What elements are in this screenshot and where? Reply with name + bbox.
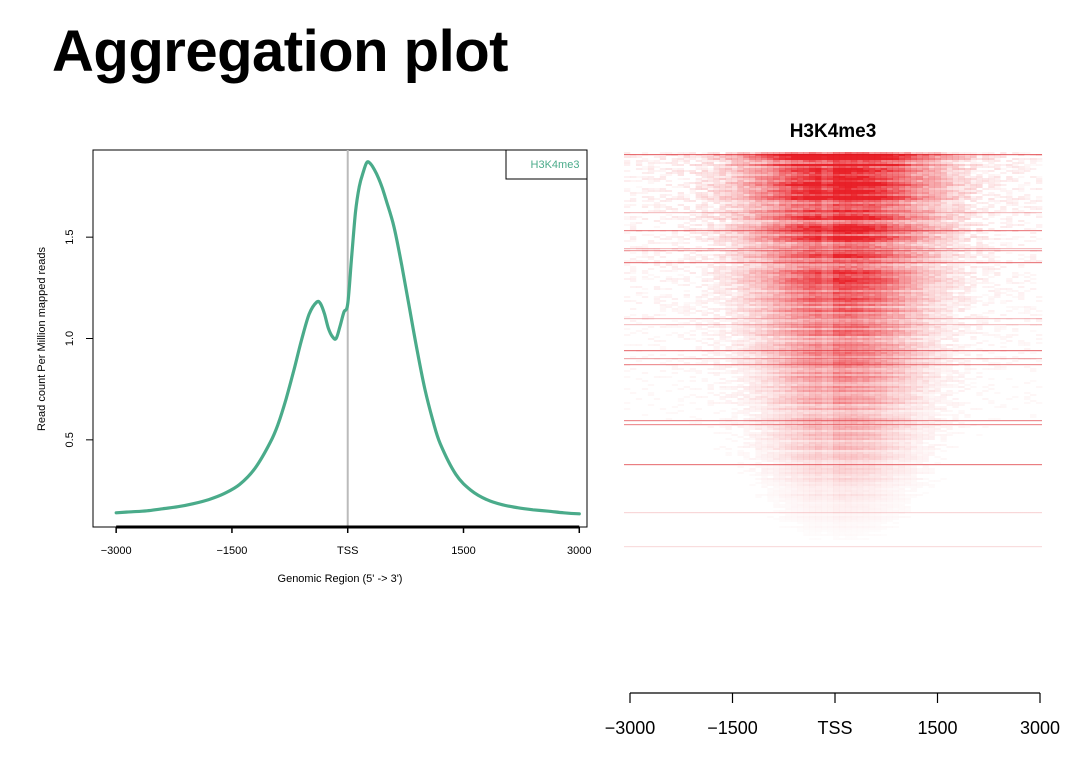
aggregation-line-chart: H3K4me3 −3000 −1500 TSS 1500 3000 0.51.01.5 … <box>36 149 592 585</box>
x-tick-label: 1500 <box>451 545 475 557</box>
legend: H3K4me3 <box>505 149 588 180</box>
x-axis: −3000 −1500 TSS 1500 3000 <box>101 525 592 557</box>
y-tick-label: 1.5 <box>64 230 76 245</box>
x-tick-label: −3000 <box>101 545 132 557</box>
y-tick-label: 1.0 <box>64 331 76 346</box>
legend-label: H3K4me3 <box>531 159 580 171</box>
plot-frame <box>92 149 588 528</box>
heatmap-chart: H3K4me3 −3000 −1500 TSS 1500 3000 <box>605 121 1060 738</box>
series-line-h3k4me3 <box>114 160 581 516</box>
y-axis: 0.5 1.0 1.5 <box>64 230 93 447</box>
x-axis-title: Genomic Region (5' -> 3') <box>278 573 403 585</box>
x-tick-label: TSS <box>337 545 358 557</box>
x-tick-label: −1500 <box>216 545 247 557</box>
y-axis-title: Read count Per Million mapped reads <box>36 246 48 431</box>
slide-title: Aggregation plot <box>52 19 508 84</box>
x-tick-label: 3000 <box>567 545 591 557</box>
y-tick-label: 0.5 <box>64 432 76 447</box>
heatmap-title: H3K4me3 <box>790 121 877 142</box>
legend-box <box>505 149 588 180</box>
